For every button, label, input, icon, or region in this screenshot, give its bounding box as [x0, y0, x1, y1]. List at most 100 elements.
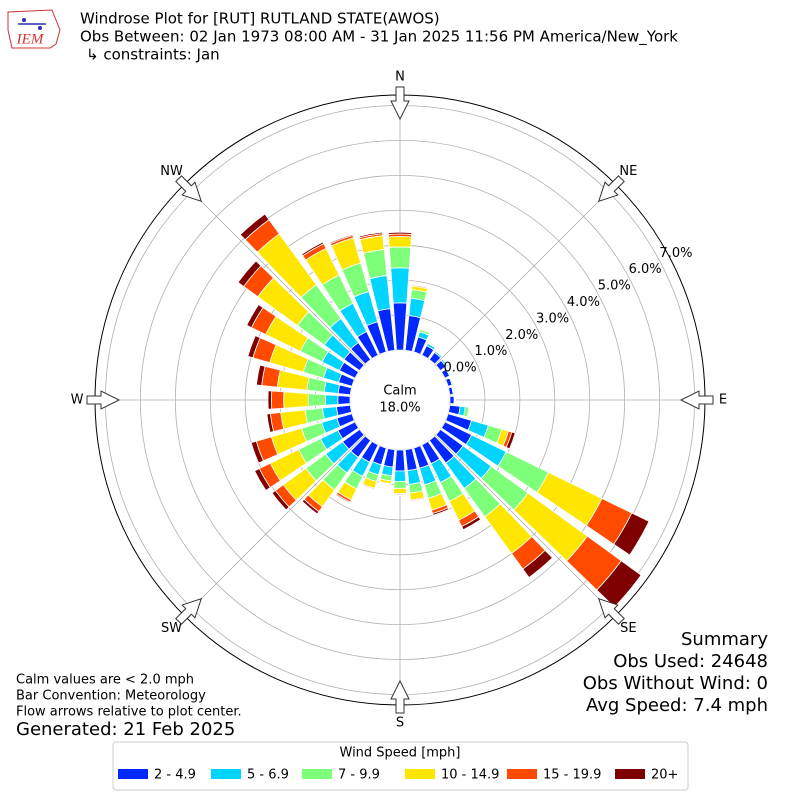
- bar-segment: [378, 481, 392, 485]
- r-tick-label: 1.0%: [474, 344, 507, 359]
- grid-line: [184, 184, 401, 401]
- bar-segment: [505, 431, 516, 450]
- compass-label: W: [71, 393, 84, 408]
- legend-label: 10 - 14.9: [441, 768, 499, 783]
- generated: Generated: 21 Feb 2025: [16, 719, 235, 740]
- grid-line: [399, 184, 616, 401]
- compass-label: NE: [619, 164, 637, 179]
- bar-segment: [427, 342, 436, 348]
- r-tick-label: 0.0%: [444, 361, 477, 376]
- bar-segment: [410, 498, 426, 503]
- logo: IEM: [7, 9, 61, 49]
- bar-segment: [237, 260, 262, 287]
- bar-segment: [448, 404, 461, 416]
- bar-segment: [394, 449, 406, 472]
- bar-segment: [393, 480, 407, 489]
- flow-arrow-shape: [597, 175, 625, 203]
- r-tick-label: 7.0%: [659, 246, 692, 261]
- flow-arrow-shape: [390, 86, 410, 121]
- bar-segment: [325, 394, 339, 406]
- bar-segment: [393, 487, 407, 495]
- bar-segment: [280, 409, 308, 430]
- title: Windrose Plot for [RUT] RUTLAND STATE(AW…: [80, 10, 440, 28]
- flow-arrow-shape: [175, 175, 203, 203]
- legend-label: 2 - 4.9: [154, 768, 196, 783]
- bar-segment: [451, 386, 454, 395]
- r-tick-label: 4.0%: [567, 295, 600, 310]
- legend-swatch: [118, 769, 148, 779]
- bar-segment: [301, 241, 325, 257]
- flow-arrow-shape: [390, 679, 410, 714]
- bar-segment: [613, 512, 650, 556]
- bar-segment: [393, 470, 407, 482]
- bar-segment: [362, 249, 388, 280]
- bar-segment: [388, 246, 412, 269]
- bar-segment: [392, 302, 408, 351]
- flow-arrow-shape: [86, 390, 121, 410]
- bar-segment: [335, 404, 352, 416]
- summary-line: Obs Without Wind: 0: [583, 673, 768, 694]
- flow-arrow: [679, 390, 714, 410]
- bar-segment: [337, 395, 351, 405]
- flow-arrow: [390, 86, 410, 121]
- bar-segment: [411, 283, 429, 289]
- bar-segment: [388, 236, 412, 248]
- r-tick-label: 5.0%: [598, 279, 631, 294]
- flow-arrow-shape: [175, 597, 203, 625]
- bar-segment: [250, 440, 264, 464]
- flow-arrow: [597, 175, 625, 203]
- flow-arrow: [390, 679, 410, 714]
- bar-segment: [358, 231, 383, 239]
- flow-arrow: [175, 175, 203, 203]
- bar-segment: [271, 490, 290, 511]
- flow-arrow: [597, 597, 625, 625]
- bar-segment: [406, 468, 422, 485]
- bar-segment: [461, 516, 482, 531]
- calm-label: Calm: [383, 384, 416, 399]
- flow-arrow: [86, 390, 121, 410]
- bar-segment: [468, 406, 472, 418]
- bar-segment: [283, 391, 309, 409]
- bar-segment: [522, 549, 553, 579]
- bar-segment: [306, 376, 327, 393]
- flow-arrow-shape: [679, 390, 714, 410]
- bar-segment: [387, 231, 413, 235]
- compass-label: S: [396, 716, 404, 731]
- bar-segment: [390, 267, 410, 304]
- grid-line: [399, 399, 616, 616]
- bar-segment: [432, 507, 450, 516]
- summary-line: Avg Speed: 7.4 mph: [586, 695, 768, 716]
- legend-label: 5 - 6.9: [247, 768, 289, 783]
- bar-segment: [449, 395, 455, 405]
- bar-segment: [276, 369, 310, 391]
- bar-segment: [329, 233, 354, 245]
- compass-label: E: [719, 393, 727, 408]
- legend-swatch: [211, 769, 241, 779]
- compass-label: N: [395, 70, 405, 85]
- bar-segment: [304, 407, 325, 424]
- bar-segment: [307, 393, 327, 407]
- legend-swatch: [405, 769, 435, 779]
- legend-swatch: [302, 769, 332, 779]
- bar-segment: [247, 335, 261, 359]
- bar-segment: [335, 493, 351, 504]
- legend-label: 7 - 9.9: [338, 768, 380, 783]
- bar-segment: [256, 364, 266, 386]
- compass-label: NW: [160, 164, 183, 179]
- bar-segment: [408, 297, 426, 319]
- bar-segment: [392, 494, 408, 496]
- constraints: ↳ constraints: Jan: [86, 46, 220, 64]
- bar-segment: [361, 484, 375, 491]
- legend-label: 15 - 19.9: [543, 768, 601, 783]
- compass-label: SW: [161, 621, 182, 636]
- bar-segment: [301, 498, 320, 515]
- legend-label: 20+: [651, 768, 678, 783]
- summary-line: Obs Used: 24648: [613, 651, 768, 672]
- summary-line: Summary: [681, 629, 768, 650]
- bar-segment: [267, 390, 273, 410]
- flow-arrow: [175, 597, 203, 625]
- r-tick-label: 6.0%: [629, 262, 662, 277]
- bar-segment: [323, 381, 341, 394]
- note: Flow arrows relative to plot center.: [16, 705, 242, 720]
